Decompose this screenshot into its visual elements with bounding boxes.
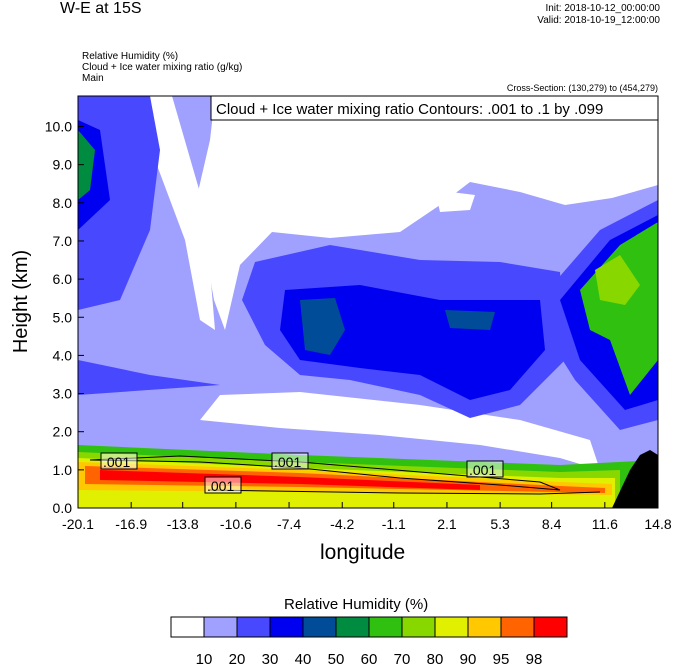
y-tick-label: 4.0 <box>53 347 73 363</box>
y-tick-label: 6.0 <box>53 271 73 287</box>
contour-info-box: Cloud + Ice water mixing ratio Contours:… <box>210 95 659 121</box>
contour-info-text: Cloud + Ice water mixing ratio Contours:… <box>216 101 603 118</box>
colorbar-swatch <box>302 616 337 638</box>
colorbar-label: 10 <box>196 651 213 667</box>
field-main: Main <box>82 73 104 84</box>
qcloud-contour <box>209 489 601 495</box>
rh-region-80 <box>595 255 640 305</box>
x-tick-label: -1.1 <box>382 516 406 532</box>
colorbar-swatch <box>368 616 403 638</box>
colorbar-swatch <box>533 616 568 638</box>
colorbar-swatch <box>335 616 370 638</box>
colorbar-label: 60 <box>361 651 378 667</box>
contour-label: .001 <box>204 476 242 494</box>
svg-text:.001: .001 <box>469 462 496 478</box>
svg-text:.001: .001 <box>274 454 301 470</box>
rh-region-30 <box>78 360 220 395</box>
colorbar-swatch <box>434 616 469 638</box>
x-tick-label: 5.3 <box>490 516 510 532</box>
rh-region-70 <box>580 222 658 395</box>
y-tick-label: 0.0 <box>53 500 73 516</box>
y-tick-label: 8.0 <box>53 195 73 211</box>
y-tick-label: 9.0 <box>53 157 73 173</box>
rh-region-60 <box>78 130 95 200</box>
colorbar-swatch <box>170 616 205 638</box>
y-tick-label: 1.0 <box>53 462 73 478</box>
colorbar-swatch <box>401 616 436 638</box>
rh-region-white <box>195 96 658 330</box>
y-tick-label: 3.0 <box>53 386 73 402</box>
x-tick-label: 8.4 <box>542 516 562 532</box>
colorbar-label: 95 <box>493 651 510 667</box>
colorbar-swatch <box>467 616 502 638</box>
x-tick-label: 2.1 <box>437 516 457 532</box>
x-tick-label: -16.9 <box>115 516 147 532</box>
valid-time: Valid: 2018-10-19_12:00:00 <box>537 15 660 26</box>
y-tick-label: 7.0 <box>53 233 73 249</box>
x-tick-label: 14.8 <box>644 516 671 532</box>
x-tick-label: -7.4 <box>277 516 301 532</box>
y-tick-label: 5.0 <box>53 309 73 325</box>
colorbar-swatch <box>203 616 238 638</box>
colorbar-label: 80 <box>427 651 444 667</box>
colorbar-swatch <box>500 616 535 638</box>
terrain <box>612 450 658 508</box>
rh-region-white <box>150 96 215 330</box>
x-tick-label: 11.6 <box>592 516 618 532</box>
rh-region-white <box>435 190 475 212</box>
svg-text:.001: .001 <box>103 454 130 470</box>
x-tick-label: -20.1 <box>62 516 94 532</box>
x-axis-label: longitude <box>320 541 406 564</box>
rh-region-white <box>200 392 600 470</box>
colorbar-swatch <box>269 616 304 638</box>
colorbar-label: 70 <box>394 651 411 667</box>
y-tick-label: 10.0 <box>45 119 72 135</box>
contour-label: .001 <box>466 460 504 478</box>
time-info: Init: 2018-10-12_00:00:00 Valid: 2018-10-… <box>537 3 660 27</box>
y-tick-label: 2.0 <box>53 424 73 440</box>
x-tick-label: -4.2 <box>330 516 354 532</box>
colorbar-title: Relative Humidity (%) <box>284 596 429 613</box>
x-tick-label: -13.8 <box>167 516 199 532</box>
svg-text:.001: .001 <box>207 478 234 494</box>
colorbar-label: 30 <box>262 651 279 667</box>
rh-region-100 <box>100 470 480 490</box>
colorbar-label: 40 <box>295 651 312 667</box>
init-time: Init: 2018-10-12_00:00:00 <box>545 3 660 14</box>
cross-section-label: Cross-Section: (130,279) to (454,279) <box>506 83 658 93</box>
colorbar-label: 50 <box>328 651 345 667</box>
colorbar-label: 20 <box>229 651 246 667</box>
field-qcloud: Cloud + Ice water mixing ratio (g/kg) <box>82 62 243 73</box>
rh-field <box>78 96 658 508</box>
y-axis-label: Height (km) <box>10 249 33 354</box>
contour-label: .001 <box>271 452 309 470</box>
colorbar-swatch <box>236 616 271 638</box>
contour-label: .001 <box>100 452 138 470</box>
colorbar-label: 98 <box>526 651 543 667</box>
field-list: Relative Humidity (%) Cloud + Ice water … <box>82 51 242 84</box>
colorbar-label: 90 <box>460 651 477 667</box>
rh-region-50 <box>300 298 345 355</box>
x-tick-label: -10.6 <box>220 516 252 532</box>
rh-region-50 <box>445 310 495 330</box>
field-rh: Relative Humidity (%) <box>82 51 179 62</box>
qcloud-contour <box>89 455 561 491</box>
plot-title: W-E at 15S <box>60 0 142 17</box>
